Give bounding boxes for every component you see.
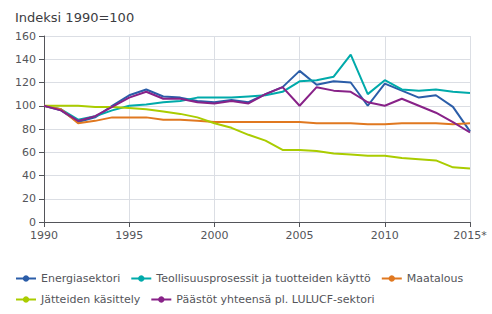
svg-text:140: 140 xyxy=(15,53,36,66)
svg-text:100: 100 xyxy=(15,99,36,112)
svg-text:Maatalous: Maatalous xyxy=(407,272,464,285)
svg-text:0: 0 xyxy=(29,216,36,229)
svg-text:Teollisuusprosessit ja tuottei: Teollisuusprosessit ja tuotteiden käyttö xyxy=(155,272,371,285)
svg-text:2005: 2005 xyxy=(286,229,314,242)
svg-text:2015*: 2015* xyxy=(453,229,487,242)
svg-text:Päästöt yhteensä pl. LULUCF-se: Päästöt yhteensä pl. LULUCF-sektori xyxy=(176,293,374,306)
svg-text:160: 160 xyxy=(15,30,36,43)
svg-text:120: 120 xyxy=(15,76,36,89)
svg-text:40: 40 xyxy=(22,169,36,182)
svg-text:1995: 1995 xyxy=(115,229,143,242)
svg-text:80: 80 xyxy=(22,123,36,136)
svg-text:Jätteiden käsittely: Jätteiden käsittely xyxy=(40,293,141,306)
svg-text:2010: 2010 xyxy=(371,229,399,242)
svg-text:60: 60 xyxy=(22,146,36,159)
svg-text:1990: 1990 xyxy=(30,229,58,242)
svg-text:2000: 2000 xyxy=(200,229,228,242)
svg-text:Energiasektori: Energiasektori xyxy=(41,272,120,285)
svg-text:20: 20 xyxy=(22,192,36,205)
svg-text:Indeksi 1990=100: Indeksi 1990=100 xyxy=(15,10,134,25)
